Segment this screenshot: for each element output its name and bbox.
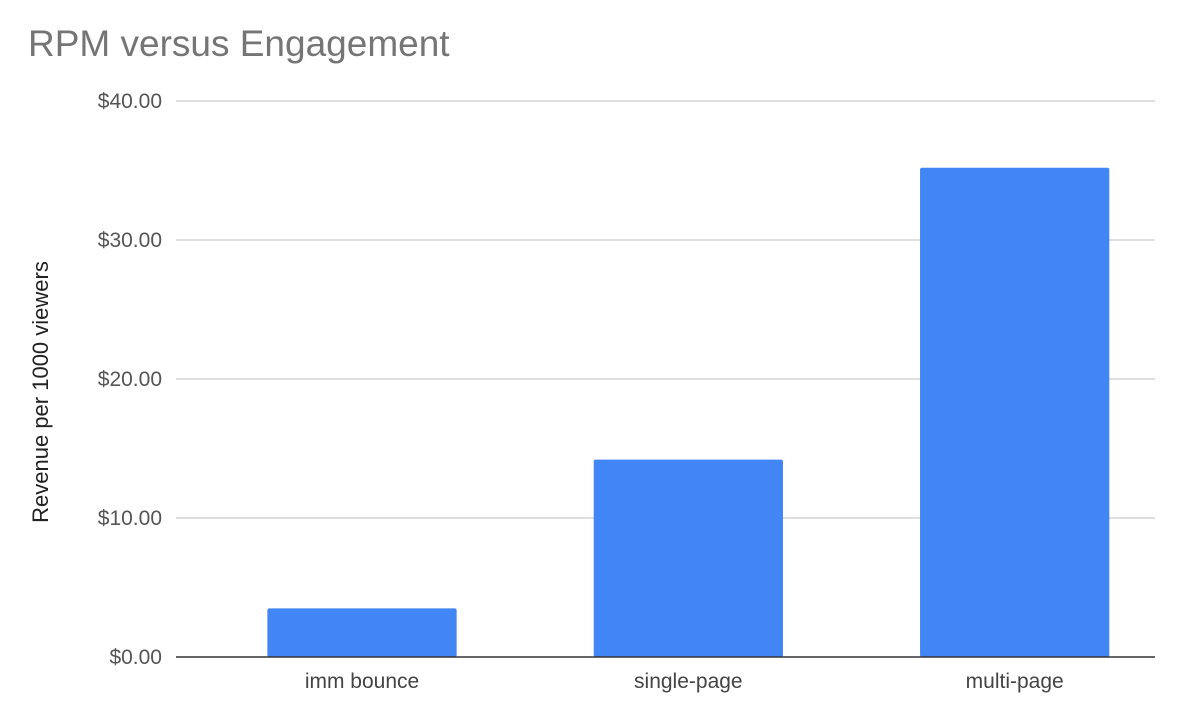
bar-imm-bounce — [267, 608, 457, 657]
bar-single-page — [593, 459, 783, 657]
x-axis-categories: imm bounce single-page multi-page — [305, 670, 1064, 693]
x-category-label: single-page — [634, 670, 743, 693]
y-axis-ticks: $0.00 $10.00 $20.00 $30.00 $40.00 — [98, 90, 162, 669]
y-tick-label: $20.00 — [98, 368, 162, 391]
y-tick-label: $30.00 — [98, 229, 162, 252]
y-tick-label: $40.00 — [98, 90, 162, 113]
y-tick-label: $10.00 — [98, 507, 162, 530]
x-category-label: multi-page — [966, 670, 1064, 693]
y-tick-label: $0.00 — [109, 646, 162, 669]
y-axis-label: Revenue per 1000 viewers — [28, 261, 53, 523]
x-category-label: imm bounce — [305, 670, 419, 693]
chart-title: RPM versus Engagement — [28, 23, 450, 64]
bar-multi-page — [920, 167, 1110, 657]
bars — [267, 167, 1110, 657]
